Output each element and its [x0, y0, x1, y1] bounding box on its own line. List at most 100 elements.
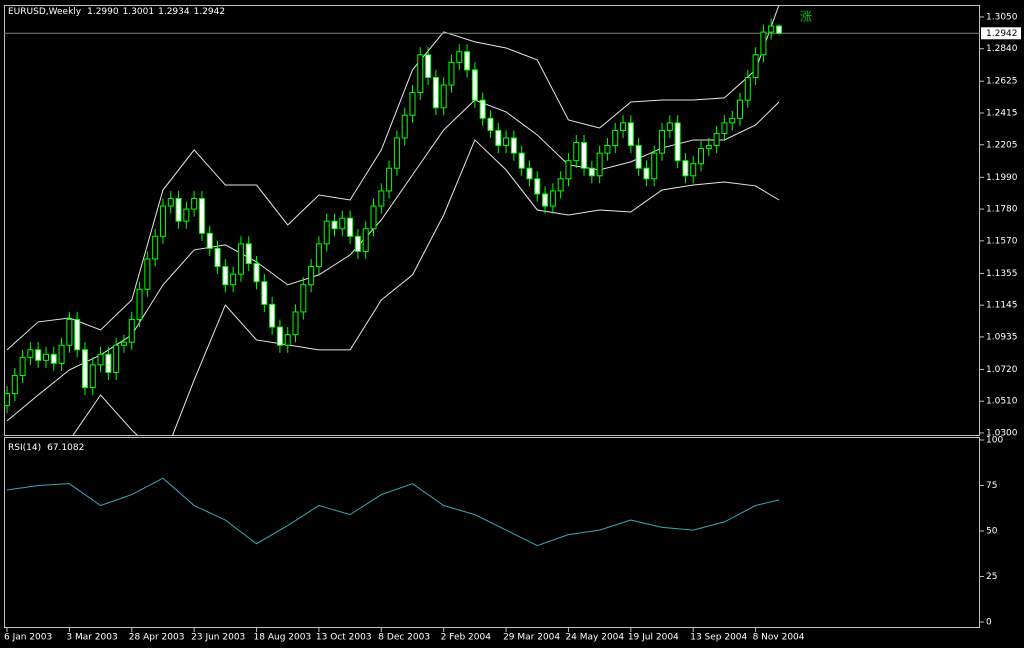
- candle-body: [440, 84, 447, 109]
- candle-body: [245, 243, 252, 265]
- symbol: EURUSD,Weekly: [8, 7, 82, 17]
- rsi-tick-label: 100: [986, 436, 1003, 446]
- x-tick-label: 2 Feb 2004: [441, 633, 492, 643]
- candle-body: [198, 197, 205, 234]
- x-tick-label: 24 May 2004: [565, 633, 624, 643]
- candle-body: [331, 220, 338, 230]
- candle-body: [27, 349, 34, 358]
- candle-body: [721, 122, 728, 134]
- candle-body: [292, 311, 299, 336]
- rsi-tick-label: 0: [986, 618, 992, 628]
- rsi-tick-label: 50: [986, 527, 998, 537]
- candle-body: [74, 319, 81, 351]
- rsi-header: RSI(14) 67.1082: [8, 443, 84, 453]
- candle-body: [300, 284, 307, 313]
- candle-body: [432, 76, 439, 109]
- rsi-panel: [4, 437, 980, 628]
- rsi-line: [6, 477, 780, 547]
- candle-body: [401, 114, 408, 139]
- candle-body: [89, 364, 96, 389]
- candle-body: [42, 353, 49, 361]
- quote-low: 1.2934: [158, 7, 190, 17]
- candle-body: [573, 142, 580, 162]
- candle-body: [19, 356, 26, 376]
- quote-high: 1.3001: [123, 7, 155, 17]
- candle-body: [448, 61, 455, 86]
- price-plot: [4, 5, 980, 436]
- candle-body: [347, 217, 354, 237]
- y-tick-label: 1.1145: [986, 301, 1018, 311]
- candle-body: [557, 178, 564, 192]
- candle-body: [113, 344, 120, 373]
- candle-body: [542, 193, 549, 207]
- rsi-tick-label: 75: [986, 481, 997, 491]
- candle-body: [175, 197, 182, 222]
- candle-body: [222, 266, 229, 286]
- candle-body: [97, 353, 104, 366]
- candle-body: [136, 288, 143, 321]
- candle-body: [518, 152, 525, 169]
- candle-body: [128, 319, 135, 343]
- x-tick-label: 6 Jan 2003: [4, 633, 52, 643]
- candle-body: [339, 217, 346, 230]
- candle-body: [66, 319, 73, 346]
- candle-body: [50, 353, 57, 364]
- candle-body: [464, 51, 471, 71]
- rsi-tick-label: 25: [986, 572, 997, 582]
- candle-body: [737, 99, 744, 119]
- rsi-plot: [6, 477, 780, 547]
- candle-body: [159, 205, 166, 237]
- candle-body: [386, 167, 393, 192]
- y-tick-label: 1.2840: [986, 44, 1018, 54]
- y-tick-label: 1.1570: [986, 236, 1018, 246]
- candle-body: [237, 243, 244, 275]
- x-tick-label: 13 Sep 2004: [690, 633, 747, 643]
- y-tick-label: 1.0720: [986, 365, 1018, 375]
- candle-body: [58, 344, 65, 364]
- candle-body: [370, 205, 377, 230]
- candle-body: [752, 54, 759, 78]
- candle-body: [690, 163, 697, 177]
- y-tick-label: 1.2625: [986, 77, 1018, 87]
- bollinger-middle: [6, 99, 780, 422]
- candle-body: [549, 190, 556, 207]
- candle-body: [581, 142, 588, 169]
- candle-body: [323, 220, 330, 245]
- quote-open: 1.2990: [87, 7, 119, 17]
- rsi-title: RSI(14): [8, 443, 41, 453]
- candle-body: [760, 31, 767, 56]
- candle-body: [144, 258, 151, 290]
- candle-body: [230, 273, 237, 286]
- candle-body: [425, 54, 432, 78]
- candle-body: [526, 167, 533, 180]
- y-tick-label: 1.3050: [986, 12, 1018, 22]
- price-panel: [4, 5, 980, 436]
- candle-body: [495, 129, 502, 147]
- candle-body: [705, 145, 712, 150]
- candle-body: [596, 152, 603, 177]
- candle-body: [651, 152, 658, 180]
- candle-body: [682, 160, 689, 177]
- y-tick-label: 1.1355: [986, 269, 1018, 279]
- candle-body: [471, 69, 478, 101]
- candle-body: [35, 349, 42, 361]
- candle-body: [713, 132, 720, 147]
- candle-body: [635, 145, 642, 169]
- candle-body: [768, 25, 775, 33]
- x-tick-label: 29 Mar 2004: [503, 633, 560, 643]
- candle-body: [659, 129, 666, 154]
- candle-body: [308, 266, 315, 286]
- candle-body: [378, 190, 385, 207]
- candle-body: [167, 197, 174, 207]
- x-tick-label: 18 Aug 2003: [254, 633, 312, 643]
- candle-body: [627, 122, 634, 147]
- candle-body: [4, 393, 10, 407]
- price-label-box: [981, 27, 1021, 40]
- y-tick-label: 1.1780: [986, 205, 1018, 215]
- candle-body: [503, 137, 510, 147]
- candle-body: [620, 122, 627, 131]
- candle-body: [206, 232, 213, 249]
- bollinger-lower: [71, 139, 780, 436]
